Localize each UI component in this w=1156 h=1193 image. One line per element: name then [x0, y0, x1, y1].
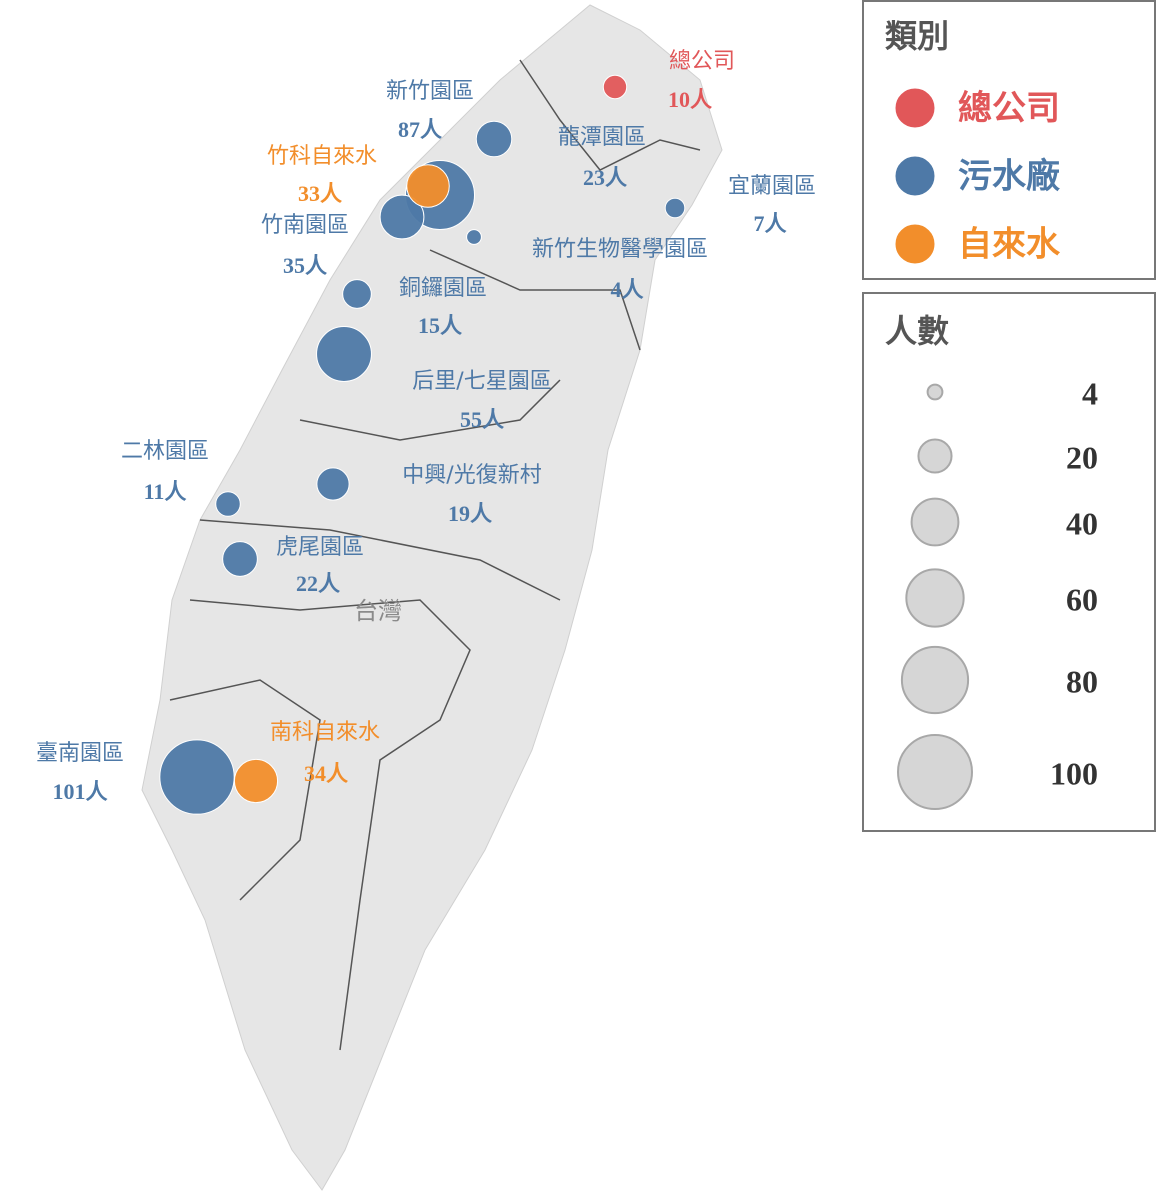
size-swatch	[900, 645, 970, 715]
county-border	[169, 679, 321, 901]
legend-label: 污水廠	[958, 157, 1060, 197]
size-swatch	[905, 568, 965, 628]
bubble	[342, 279, 372, 309]
size-swatch	[917, 438, 953, 474]
point-value: 33人	[298, 181, 342, 206]
size-swatch	[910, 497, 960, 547]
size-label: 60	[1066, 581, 1098, 617]
point-value: 7人	[753, 211, 786, 236]
bubble	[475, 120, 513, 158]
point-value: 11人	[144, 479, 187, 504]
point-name: 銅鑼園區	[399, 276, 487, 301]
map-label: 台灣	[354, 597, 402, 625]
point-value: 34人	[304, 761, 348, 786]
point-value: 15人	[418, 313, 462, 338]
point-name: 中興/光復新村	[402, 463, 541, 488]
bubble	[379, 194, 425, 240]
size-legend-box	[862, 292, 1156, 832]
bubble	[602, 74, 628, 100]
size-label: 80	[1066, 663, 1098, 699]
bubble	[222, 541, 258, 577]
point-name: 宜蘭園區	[728, 174, 816, 199]
size-swatch	[926, 383, 944, 401]
point-value: 19人	[448, 501, 492, 526]
legend-swatch	[894, 223, 936, 265]
point-name: 虎尾園區	[276, 535, 364, 560]
point-name: 新竹生物醫學園區	[532, 237, 708, 262]
size-label: 4	[1082, 375, 1098, 411]
legend-title: 人數	[885, 312, 949, 350]
county-border	[199, 519, 561, 601]
legend-label: 自來水	[958, 225, 1061, 265]
bubble	[159, 739, 235, 815]
taiwan-shape	[141, 4, 723, 1191]
point-value: 35人	[283, 253, 327, 278]
legend-title: 類別	[885, 17, 949, 55]
legend-swatch	[894, 155, 936, 197]
bubble	[215, 491, 241, 517]
size-label: 100	[1050, 755, 1098, 791]
point-value: 4人	[610, 277, 643, 302]
point-value: 55人	[460, 407, 504, 432]
point-value: 10人	[668, 87, 712, 112]
county-border	[519, 59, 701, 171]
legend-label: 總公司	[958, 89, 1060, 129]
point-name: 二林園區	[121, 439, 209, 464]
bubble	[664, 197, 686, 219]
point-name: 竹南園區	[261, 213, 349, 238]
bubble	[316, 467, 350, 501]
size-label: 20	[1066, 439, 1098, 475]
point-value: 101人	[52, 779, 107, 804]
point-value: 22人	[296, 571, 340, 596]
county-border	[429, 249, 641, 351]
point-name: 龍潭園區	[558, 125, 646, 150]
point-name: 臺南園區	[36, 741, 124, 766]
point-name: 新竹園區	[386, 79, 474, 104]
county-border	[189, 599, 471, 1051]
point-name: 總公司	[669, 49, 735, 74]
legend-swatch	[894, 87, 936, 129]
bubble	[466, 229, 482, 245]
point-name: 竹科自來水	[267, 144, 377, 169]
size-swatch	[897, 734, 973, 810]
point-value: 87人	[398, 117, 442, 142]
size-label: 40	[1066, 505, 1098, 541]
point-name: 后里/七星園區	[412, 369, 551, 394]
county-border	[299, 379, 561, 441]
point-name: 南科自來水	[270, 720, 380, 745]
bubble	[406, 164, 450, 208]
point-value: 23人	[583, 165, 627, 190]
bubble	[233, 758, 279, 804]
bubble	[316, 326, 372, 382]
